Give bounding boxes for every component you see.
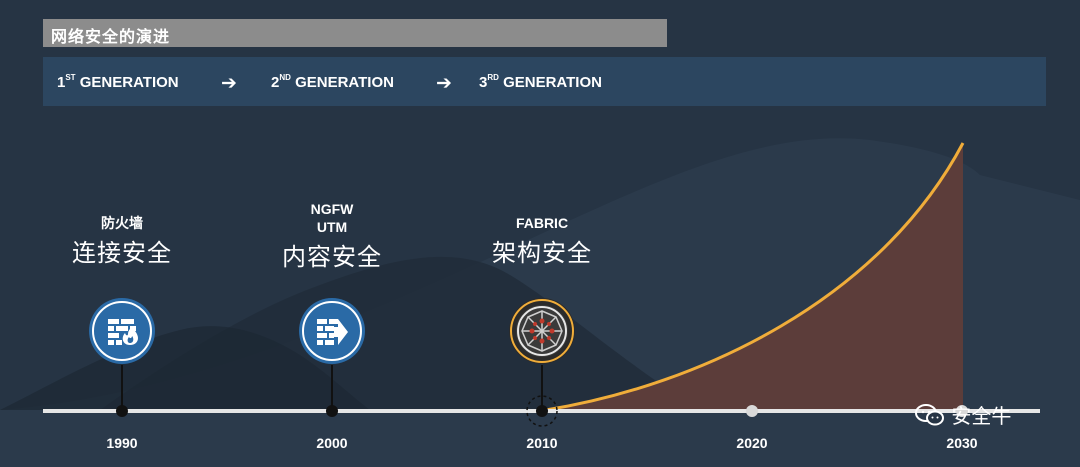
growth-area bbox=[546, 143, 963, 410]
watermark-text: 安全牛 bbox=[951, 404, 1012, 428]
arrow-right-icon: ➔ bbox=[436, 72, 452, 94]
title-bar: 网络安全的演进 bbox=[43, 19, 667, 47]
year-label: 2000 bbox=[316, 435, 348, 451]
era-tag: NGFW bbox=[310, 201, 354, 217]
year-label: 1990 bbox=[106, 435, 138, 451]
firewall-fire-icon bbox=[88, 297, 156, 365]
year-label: 2010 bbox=[526, 435, 558, 451]
background-hill-darker bbox=[0, 326, 370, 410]
era-tag: 防火墙 bbox=[101, 215, 143, 231]
era-title: 内容安全 bbox=[282, 243, 382, 271]
point-2020 bbox=[746, 405, 758, 417]
point-2010-ring bbox=[526, 395, 558, 427]
generation-2: 2ND GENERATION bbox=[271, 73, 394, 91]
era-ngfw-utm: NGFW UTM 内容安全 bbox=[262, 200, 402, 272]
era-tag: UTM bbox=[316, 219, 348, 235]
page-title: 网络安全的演进 bbox=[51, 27, 171, 46]
growth-curve bbox=[545, 142, 965, 412]
point-2010 bbox=[536, 405, 548, 417]
era-tag: FABRIC bbox=[515, 215, 569, 231]
watermark: 安全牛 bbox=[915, 400, 1011, 429]
era-title: 架构安全 bbox=[492, 239, 592, 267]
generation-3: 3RD GENERATION bbox=[479, 73, 602, 91]
arrow-right-icon: ➔ bbox=[221, 72, 237, 94]
point-2030 bbox=[956, 405, 968, 417]
fabric-mesh-icon bbox=[508, 297, 576, 365]
point-1990 bbox=[116, 405, 128, 417]
generation-1: 1ST GENERATION bbox=[57, 73, 179, 91]
era-firewall: 防火墙 连接安全 bbox=[52, 214, 192, 268]
year-label: 2030 bbox=[946, 435, 978, 451]
wechat-icon bbox=[915, 404, 944, 426]
era-title: 连接安全 bbox=[72, 239, 172, 267]
generation-bar: 1ST GENERATION ➔ 2ND GENERATION ➔ 3RD GE… bbox=[43, 57, 1046, 106]
firewall-arrow-icon bbox=[298, 297, 366, 365]
point-2000 bbox=[326, 405, 338, 417]
era-fabric: FABRIC 架构安全 bbox=[472, 214, 612, 268]
year-label: 2020 bbox=[736, 435, 768, 451]
